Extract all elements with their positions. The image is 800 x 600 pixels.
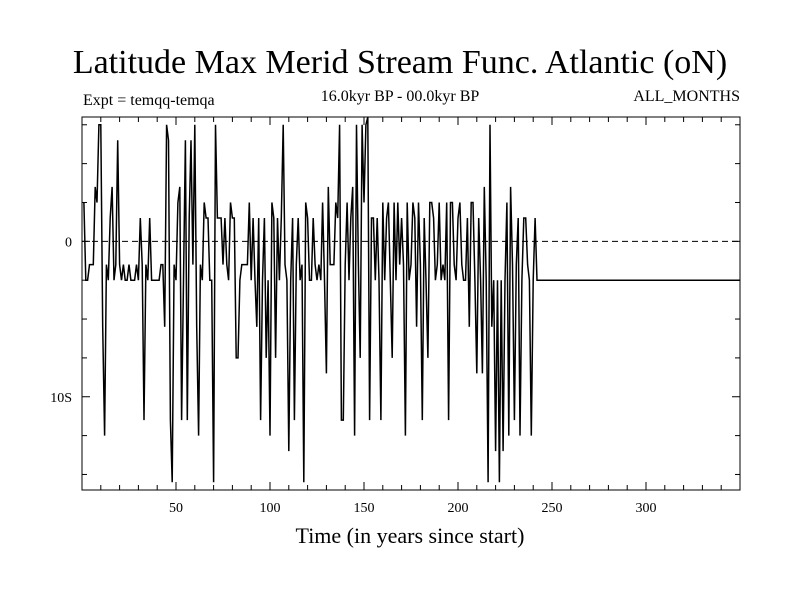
experiment-label: Expt = temqq-temqa bbox=[83, 92, 215, 109]
chart-title: Latitude Max Merid Stream Func. Atlantic… bbox=[72, 44, 728, 81]
x-axis-title: Time (in years since start) bbox=[295, 523, 525, 548]
y-tick-label: 0 bbox=[65, 235, 72, 250]
x-tick-label: 50 bbox=[169, 501, 183, 516]
period-label: 16.0kyr BP - 00.0kyr BP bbox=[320, 88, 480, 105]
plot-frame bbox=[81, 116, 741, 491]
y-tick-label: 10S bbox=[50, 391, 72, 406]
months-label: ALL_MONTHS bbox=[633, 88, 740, 105]
axis-tick-labels: 50 100 150 200 250 300 0 10S bbox=[50, 235, 656, 516]
x-tick-label: 250 bbox=[542, 501, 563, 516]
series-line bbox=[83, 116, 740, 483]
axis-ticks bbox=[82, 117, 740, 490]
x-tick-label: 150 bbox=[354, 501, 375, 516]
x-tick-label: 300 bbox=[636, 501, 657, 516]
x-tick-label: 200 bbox=[448, 501, 469, 516]
x-tick-label: 100 bbox=[260, 501, 281, 516]
